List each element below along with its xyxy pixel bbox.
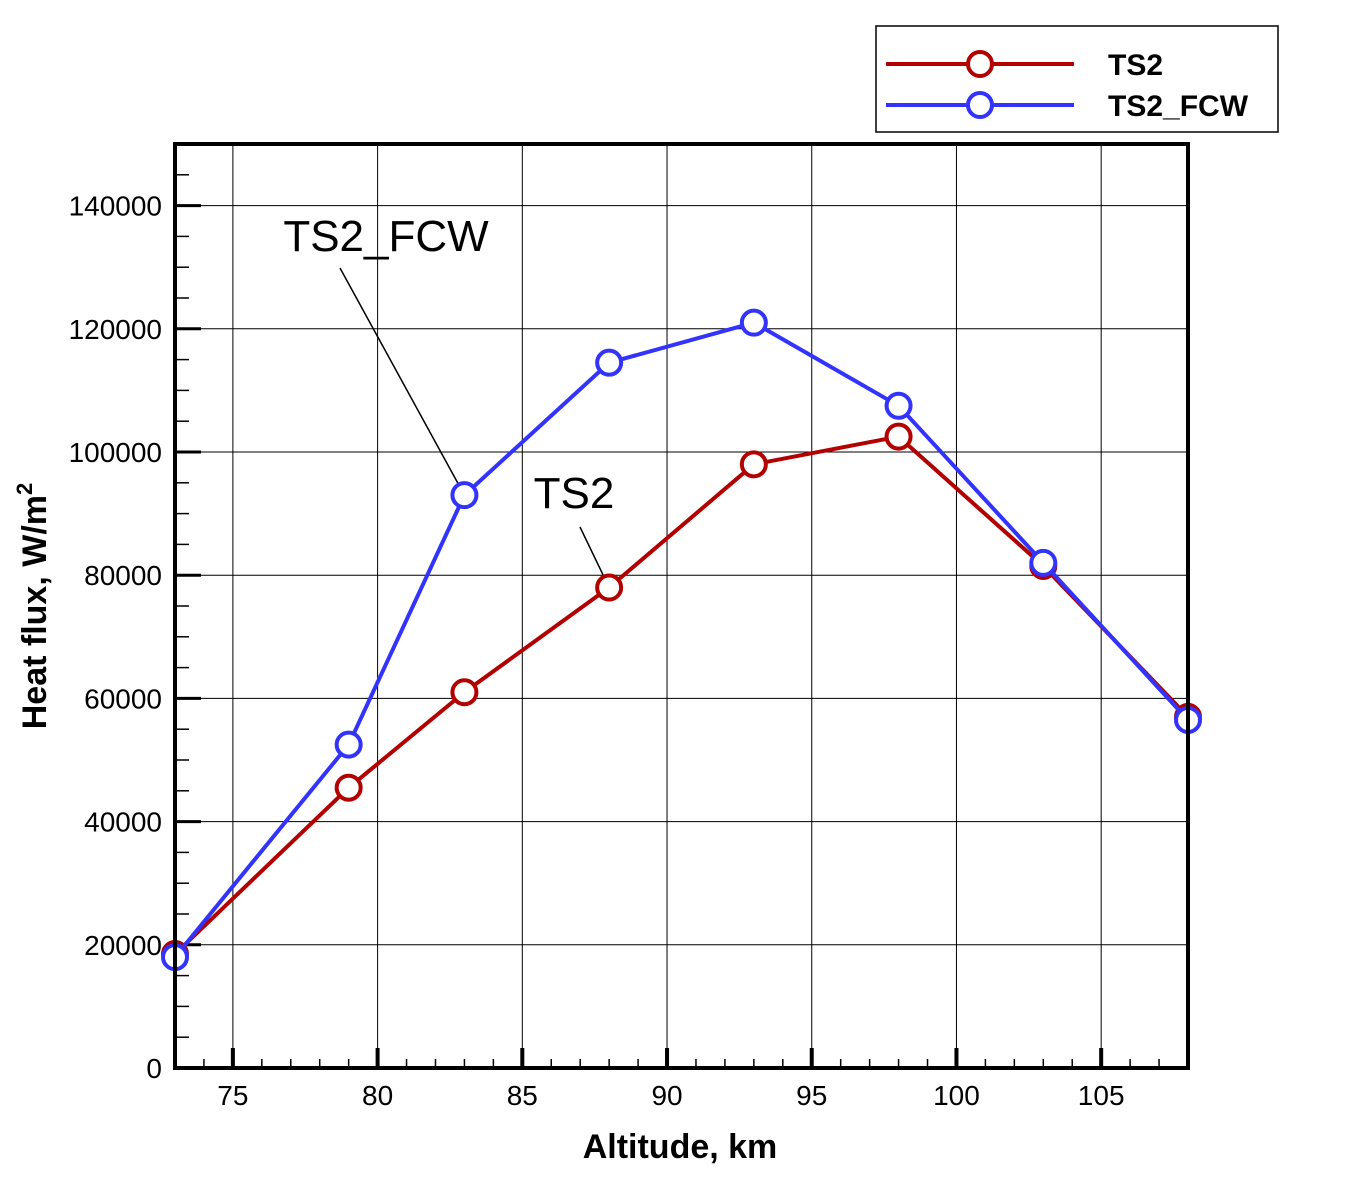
tick-labels: 75 80 85 90 95 100 105 0 20000 40000 60000 80000 100…	[69, 191, 1125, 1111]
data-point-ts2	[450, 678, 479, 707]
y-tick-label: 80000	[84, 560, 162, 591]
y-axis-title-superscript: 2	[12, 483, 37, 495]
major-ticks	[175, 204, 1104, 1070]
legend-marker-ts2-fcw	[966, 91, 994, 119]
minor-ticks	[174, 143, 1189, 1068]
grid-lines	[175, 144, 1188, 1069]
data-point-ts2-fcw	[450, 481, 479, 510]
x-tick-label: 80	[362, 1080, 393, 1111]
x-tick-label: 105	[1078, 1080, 1125, 1111]
y-axis-title-group: Heat flux, W/m2	[12, 483, 54, 730]
data-point-ts2	[739, 450, 768, 479]
legend-box	[875, 25, 1279, 133]
series-line-ts2	[173, 434, 1190, 956]
y-axis-title-main: Heat flux, W/m	[16, 495, 54, 729]
y-tick-label: 60000	[84, 683, 162, 714]
y-tick-label: 140000	[69, 191, 162, 222]
series-line-ts2-fcw	[173, 320, 1190, 959]
series-layer	[161, 308, 1202, 972]
x-tick-label: 100	[933, 1080, 980, 1111]
data-point-ts2	[334, 773, 363, 802]
y-tick-label: 40000	[84, 807, 162, 838]
y-axis-title: Heat flux, W/m2	[12, 483, 54, 730]
legend: TS2 TS2_FCW	[875, 25, 1279, 133]
data-point-ts2-fcw	[334, 730, 363, 759]
data-point-ts2	[884, 422, 913, 451]
data-point-ts2-fcw	[1029, 548, 1058, 577]
series-ts2	[161, 422, 1202, 969]
y-tick-label: 0	[146, 1053, 162, 1084]
legend-label-ts2-fcw: TS2_FCW	[1108, 90, 1249, 123]
plot-frame	[173, 142, 1190, 1070]
data-point-ts2-fcw	[739, 308, 768, 337]
y-tick-label: 100000	[69, 437, 162, 468]
x-axis-title: Altitude, km	[583, 1128, 778, 1166]
legend-label-ts2: TS2	[1108, 49, 1163, 82]
y-tick-label: 20000	[84, 930, 162, 961]
annotations: TS2_FCW TS2	[283, 212, 615, 576]
x-tick-label: 90	[651, 1080, 682, 1111]
annotation-label-ts2-fcw: TS2_FCW	[283, 212, 489, 261]
annotation-leader-ts2-fcw	[339, 267, 459, 484]
annotation-label-ts2: TS2	[534, 469, 615, 518]
series-ts2-fcw	[161, 308, 1202, 972]
y-tick-label: 120000	[69, 314, 162, 345]
legend-marker-ts2	[966, 50, 994, 78]
x-tick-label: 85	[507, 1080, 538, 1111]
x-tick-label: 75	[217, 1080, 248, 1111]
data-point-ts2-fcw	[595, 348, 624, 377]
data-point-ts2	[595, 573, 624, 602]
data-point-ts2-fcw	[884, 391, 913, 420]
annotation-leader-ts2	[579, 526, 604, 576]
x-tick-label: 95	[796, 1080, 827, 1111]
